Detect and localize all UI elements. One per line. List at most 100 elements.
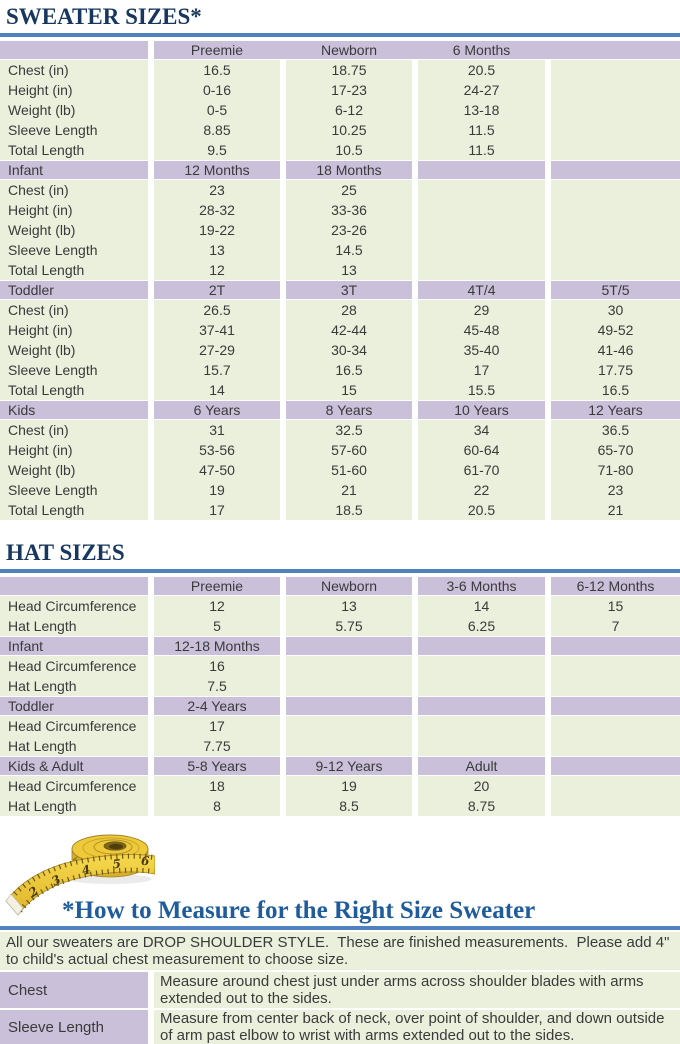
cell-value: 36.5 (551, 420, 680, 440)
cell-value: 31 (154, 420, 280, 440)
cell-value: 5-8 Years (154, 757, 280, 775)
cell-value: 16.5 (286, 360, 412, 380)
measure-row-label: Sleeve Length (0, 1010, 148, 1044)
divider-rule (0, 569, 680, 573)
row-label: Kids & Adult (0, 757, 148, 775)
cell-value (551, 637, 680, 655)
cell-value: 21 (551, 500, 680, 520)
row-label: Total Length (0, 140, 148, 160)
cell-value: 8.5 (286, 796, 412, 816)
cell-value: 27-29 (154, 340, 280, 360)
cell-value: 19-22 (154, 220, 280, 240)
cell-value (551, 240, 680, 260)
header-band: Preemie Newborn 6 Months (154, 41, 680, 59)
cell-value: 37-41 (154, 320, 280, 340)
cell-value: 20.5 (418, 500, 545, 520)
cell-value (551, 161, 680, 179)
divider-rule (0, 33, 680, 37)
hat-sizes-title: HAT SIZES (6, 540, 125, 565)
cell-value: 30 (551, 300, 680, 320)
cell-value: 7.5 (154, 676, 280, 696)
table-data-row: Total Length 12 13 (0, 260, 680, 280)
cell-value: 12 (154, 596, 280, 616)
cell-value (286, 697, 412, 715)
cell-value: 23 (551, 480, 680, 500)
cell-value (551, 200, 680, 220)
cell-value: 49-52 (551, 320, 680, 340)
cell-value: 13-18 (418, 100, 545, 120)
cell-value (418, 240, 545, 260)
cell-value: 4T/4 (418, 281, 545, 299)
table-data-row: Chest (in) 16.5 18.75 20.5 (0, 60, 680, 80)
row-label: Chest (in) (0, 420, 148, 440)
cell-value: 8 (154, 796, 280, 816)
row-label: Total Length (0, 380, 148, 400)
row-label: Head Circumference (0, 656, 148, 676)
row-label: Hat Length (0, 796, 148, 816)
cell-value: 30-34 (286, 340, 412, 360)
table-header-row: Preemie Newborn 3-6 Months 6-12 Months (0, 576, 680, 596)
row-label: Weight (lb) (0, 460, 148, 480)
cell-value: 16.5 (154, 60, 280, 80)
cell-value: 12 (154, 260, 280, 280)
row-label (0, 577, 148, 595)
cell-value: 0-16 (154, 80, 280, 100)
tape-number: 6 (141, 854, 150, 868)
cell-value (418, 656, 545, 676)
row-label: Toddler (0, 697, 148, 715)
row-label: Hat Length (0, 736, 148, 756)
row-label: Toddler (0, 281, 148, 299)
row-label: Height (in) (0, 320, 148, 340)
cell-value: 19 (154, 480, 280, 500)
row-label (0, 41, 148, 59)
table-data-row: Hat Length 5 5.75 6.25 7 (0, 616, 680, 636)
table-data-row: Weight (lb) 19-22 23-26 (0, 220, 680, 240)
cell-value (418, 180, 545, 200)
cell-value: 5 (154, 616, 280, 636)
cell-value: 21 (286, 480, 412, 500)
cell-value: 22 (418, 480, 545, 500)
cell-value: 6.25 (418, 616, 545, 636)
cell-value: 17.75 (551, 360, 680, 380)
cell-value: 14.5 (286, 240, 412, 260)
cell-value: 3T (286, 281, 412, 299)
cell-value: 14 (418, 596, 545, 616)
cell-value: 9.5 (154, 140, 280, 160)
cell-value: 17-23 (286, 80, 412, 100)
cell-value: 14 (154, 380, 280, 400)
cell-value: 32.5 (286, 420, 412, 440)
row-label: Height (in) (0, 80, 148, 100)
cell-value: 5T/5 (551, 281, 680, 299)
row-label: Infant (0, 637, 148, 655)
cell-value: 57-60 (286, 440, 412, 460)
measure-row-description: Measure around chest just under arms acr… (154, 972, 680, 1008)
measure-row-label: Chest (0, 972, 148, 1008)
cell-value: 5.75 (286, 616, 412, 636)
cell-value: 16.5 (551, 380, 680, 400)
table-data-row: Hat Length 7.75 (0, 736, 680, 756)
cell-value: 29 (418, 300, 545, 320)
cell-value: 15 (286, 380, 412, 400)
cell-value: 18 Months (286, 161, 412, 179)
cell-value: 17 (418, 360, 545, 380)
cell-value: 18.75 (286, 60, 412, 80)
cell-value: 34 (418, 420, 545, 440)
cell-value (418, 220, 545, 240)
table-data-row: Weight (lb) 27-29 30-34 35-40 41-46 (0, 340, 680, 360)
hat-sizes-table: Preemie Newborn 3-6 Months 6-12 Months Head … (0, 576, 680, 816)
cell-value: 11.5 (418, 120, 545, 140)
cell-value (551, 776, 680, 796)
tape-measure-icon: 1 2 3 4 5 6 (5, 834, 155, 916)
cell-value (286, 656, 412, 676)
cell-value: 8.75 (418, 796, 545, 816)
row-label: Head Circumference (0, 716, 148, 736)
row-label: Head Circumference (0, 776, 148, 796)
cell-value: 41-46 (551, 340, 680, 360)
table-data-row: Hat Length 7.5 (0, 676, 680, 696)
table-header-row: Infant 12 Months 18 Months (0, 160, 680, 180)
cell-value: 65-70 (551, 440, 680, 460)
cell-value: 15 (551, 596, 680, 616)
cell-value: 28 (286, 300, 412, 320)
measure-row-sleeve-length: Sleeve Length Measure from center back o… (0, 1010, 680, 1044)
cell-value: 6-12 (286, 100, 412, 120)
